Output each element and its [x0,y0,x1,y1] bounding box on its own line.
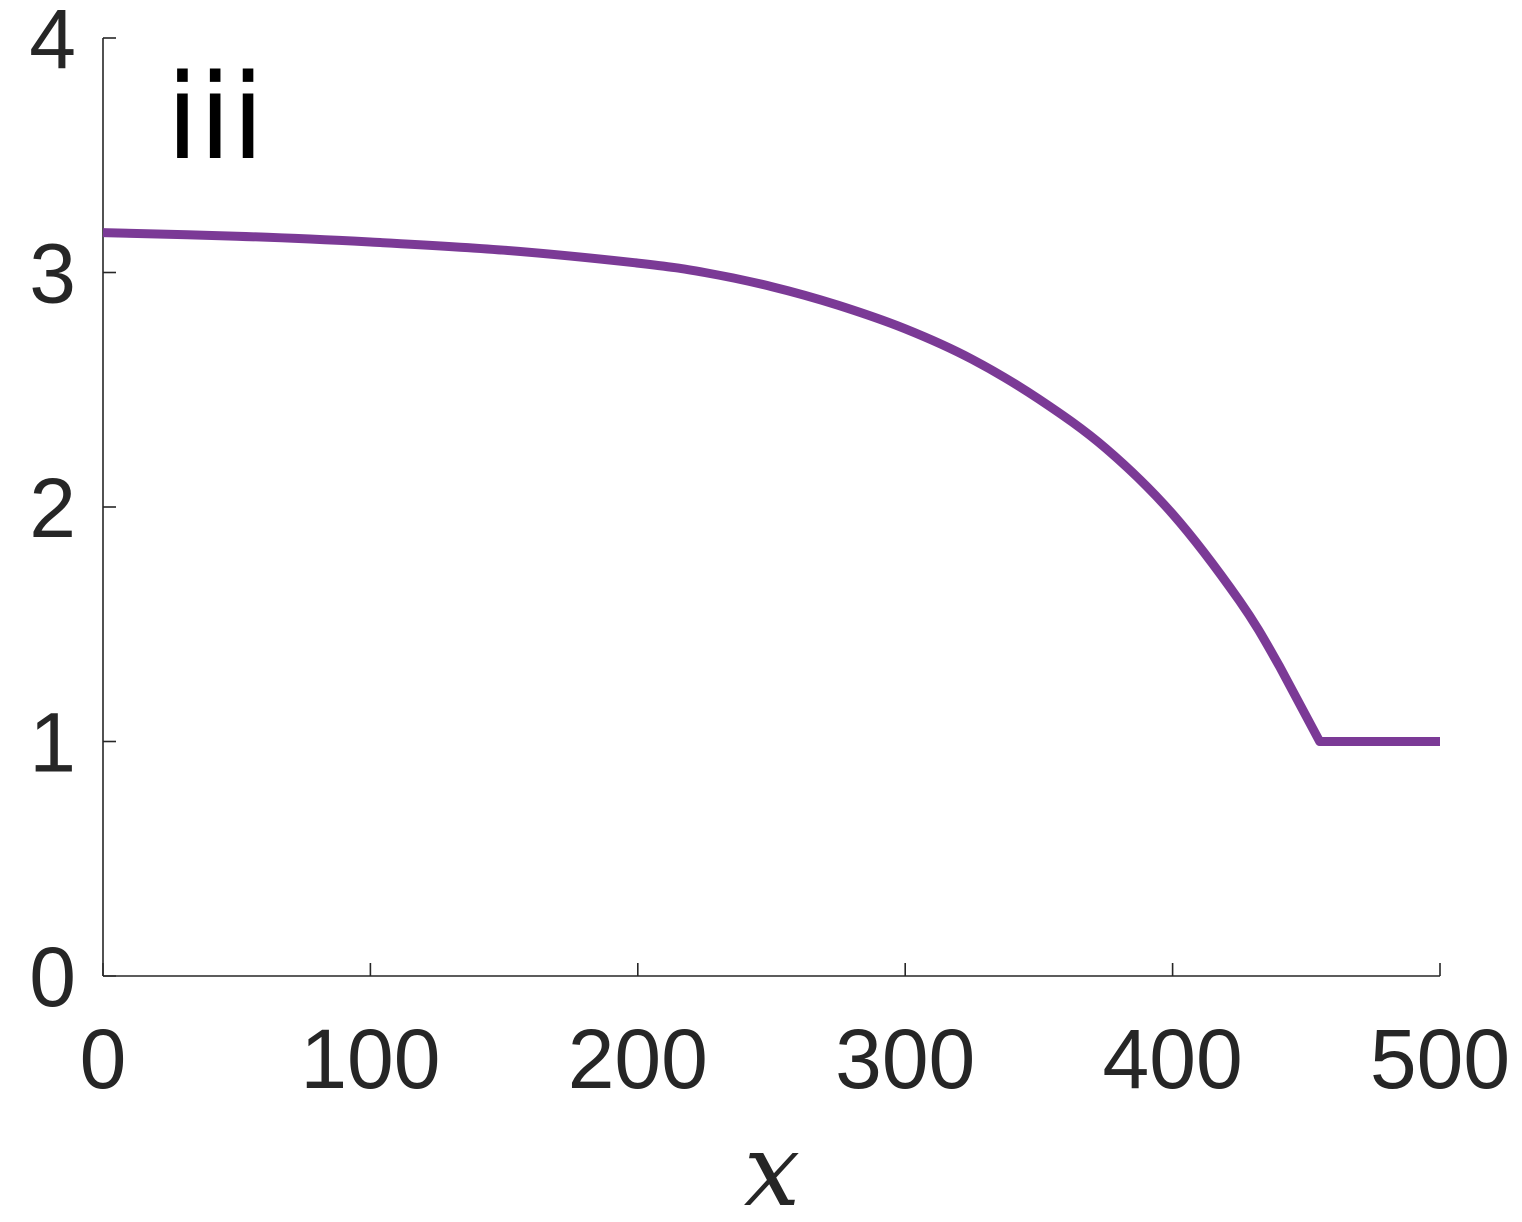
y-ticks: 0 1 2 3 4 [29,0,116,1024]
panel-label: iii [166,48,264,186]
x-tick-label: 300 [835,1012,975,1106]
y-tick-label: 1 [29,696,76,790]
axes [102,38,1440,977]
x-tick-label: 100 [300,1012,440,1106]
y-tick-label: 2 [29,461,76,555]
y-tick-label: 4 [29,0,76,86]
x-ticks: 0 100 200 300 400 500 [80,963,1510,1106]
series-line [102,228,1440,746]
y-tick-label: 0 [29,930,76,1024]
x-tick-label: 500 [1370,1012,1510,1106]
y-tick-label: 3 [29,227,76,321]
series-layer [102,228,1440,746]
x-tick-label: 0 [80,1012,127,1106]
x-axis-title: x [744,1112,800,1222]
x-tick-label: 200 [568,1012,708,1106]
x-tick-label: 400 [1103,1012,1243,1106]
